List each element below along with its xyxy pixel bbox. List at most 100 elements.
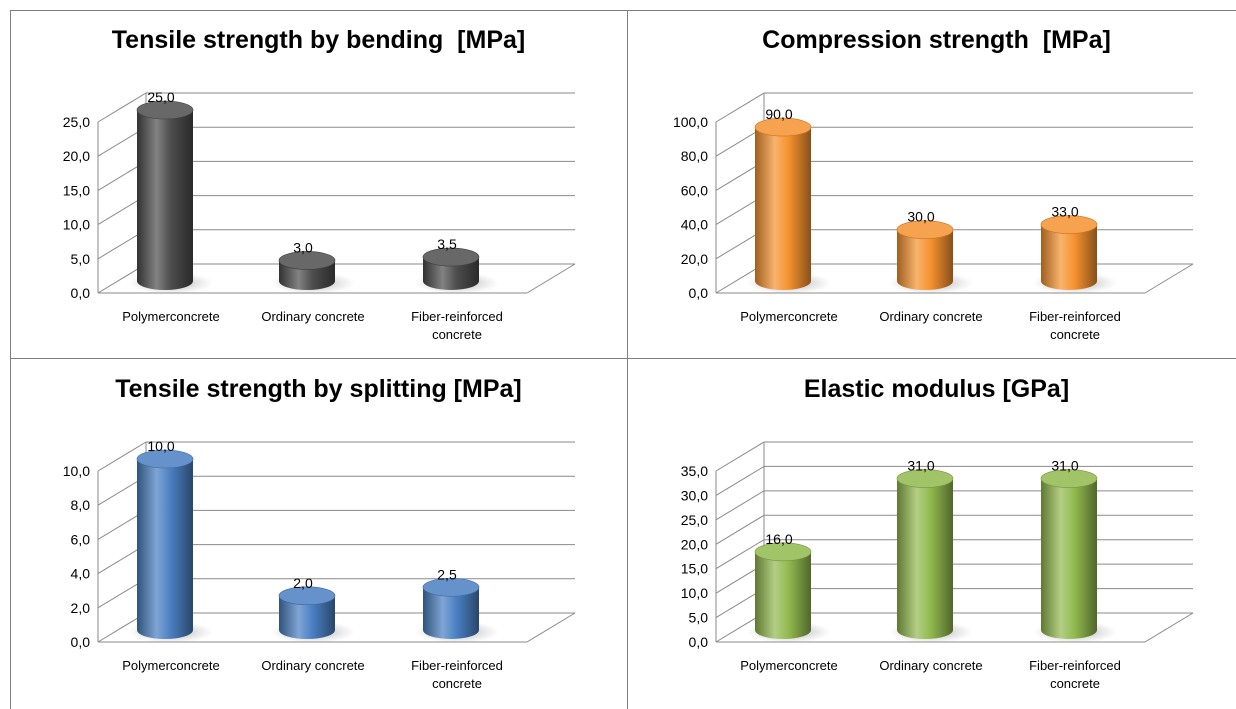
gridline-side: [715, 92, 765, 123]
data-label: 16,0: [765, 531, 792, 547]
data-label: 3,0: [293, 239, 313, 255]
data-label: 2,0: [293, 575, 313, 591]
bar-2: [889, 220, 973, 294]
data-label: 31,0: [907, 458, 934, 474]
bar-top: [278, 586, 336, 606]
chart-panel-compression: Compression strength [MPa] 0,0 20,0 40,0 60…: [628, 10, 1236, 358]
bar-top: [422, 577, 480, 597]
bar-body: [137, 459, 193, 639]
bar-3: [1033, 469, 1117, 643]
gridline-side: [97, 441, 147, 472]
chart-title: Compression strength [MPa]: [762, 26, 1111, 54]
chart-panel-bending: Tensile strength by bending [MPa] 0,0 5,0…: [10, 10, 627, 358]
floor-right-edge: [526, 612, 576, 643]
bar-top: [136, 449, 194, 469]
chart-plot-bending: 0,0 5,0 10,0 15,0 20,0 25,0 25,0 3,0 3,5: [63, 89, 576, 301]
gridline-side: [715, 490, 765, 521]
y-tick-label: 5,0: [689, 610, 709, 626]
y-tick-label: 80,0: [681, 148, 708, 164]
y-tick-label: 2,0: [71, 600, 91, 616]
bar-body: [1041, 224, 1097, 290]
bar-top: [136, 100, 194, 120]
bar-body: [423, 257, 479, 290]
gridline-side: [97, 92, 147, 123]
y-tick-label: 10,0: [63, 217, 90, 233]
bar-3: [415, 247, 499, 294]
bar-top: [422, 247, 480, 267]
bar-top: [1040, 215, 1098, 234]
y-tick-label: 20,0: [63, 148, 90, 164]
data-label: 31,0: [1051, 458, 1078, 474]
bar-top: [896, 469, 954, 488]
x-category-label: Polymerconcrete: [122, 658, 220, 673]
panel-divider-vertical: [627, 10, 628, 709]
gridline-side: [715, 539, 765, 570]
y-tick-label: 5,0: [71, 251, 91, 267]
x-category-label: Ordinary concrete: [261, 658, 365, 673]
bar-1: [747, 117, 831, 294]
data-label: 90,0: [765, 106, 792, 122]
y-tick-label: 25,0: [681, 512, 708, 528]
data-label: 25,0: [147, 89, 174, 105]
chart-plot-compression: 0,0 20,0 40,0 60,0 80,0 100,0 90,0 30,0 33,0: [673, 92, 1194, 301]
y-tick-label: 0,0: [689, 634, 709, 650]
bar-body: [279, 595, 335, 639]
floor-right-edge: [1144, 263, 1194, 294]
panel-divider-horizontal: [10, 358, 1236, 359]
y-tick-label: 0,0: [71, 634, 91, 650]
y-tick-label: 100,0: [673, 114, 708, 130]
chart-title: Tensile strength by bending [MPa]: [111, 26, 526, 54]
x-category-label: Polymerconcrete: [740, 658, 838, 673]
bar-body: [755, 551, 811, 639]
bar-1: [129, 100, 213, 294]
data-label: 3,5: [437, 236, 457, 252]
bar-body: [1041, 478, 1097, 639]
data-label: 10,0: [147, 438, 174, 454]
chart-panel-splitting: Tensile strength by splitting [MPa] 0,0 2…: [10, 359, 627, 707]
chart-plot-splitting: 0,0 2,0 4,0 6,0 8,0 10,0 10,0 2,0 2,5: [63, 438, 576, 650]
y-tick-label: 4,0: [71, 566, 91, 582]
y-tick-label: 60,0: [681, 182, 708, 198]
y-tick-label: 15,0: [681, 561, 708, 577]
x-category-label: Polymerconcrete: [740, 309, 838, 324]
x-category-label: Fiber-reinforced concrete: [411, 309, 503, 342]
bar-1: [129, 449, 213, 643]
bar-2: [271, 251, 355, 294]
bar-body: [897, 229, 953, 290]
chart-frame: [10, 10, 1236, 709]
data-label: 30,0: [907, 209, 934, 225]
data-label: 2,5: [437, 566, 457, 582]
y-tick-label: 20,0: [681, 536, 708, 552]
y-tick-label: 0,0: [71, 285, 91, 301]
data-label: 33,0: [1051, 204, 1078, 220]
bar-body: [137, 110, 193, 290]
y-tick-label: 25,0: [63, 114, 90, 130]
bar-3: [415, 577, 499, 643]
x-category-label: Ordinary concrete: [879, 309, 983, 324]
x-category-label: Fiber-reinforced concrete: [1029, 658, 1121, 691]
y-tick-label: 0,0: [689, 285, 709, 301]
y-tick-label: 40,0: [681, 217, 708, 233]
floor-right-edge: [526, 263, 576, 294]
y-tick-label: 6,0: [71, 531, 91, 547]
bar-body: [423, 587, 479, 639]
chart-panel-elastic: Elastic modulus [GPa] 0,0 5,0 10,0 15,0 20,0…: [628, 359, 1236, 707]
gridline-side: [715, 466, 765, 496]
bar-top: [896, 220, 954, 239]
x-category-label: Polymerconcrete: [122, 309, 220, 324]
y-tick-label: 10,0: [63, 463, 90, 479]
bar-2: [271, 586, 355, 643]
bar-top: [1040, 469, 1098, 488]
chart-plot-elastic: 0,0 5,0 10,0 15,0 20,0 25,0 30,0 35,0 16,0 31,0 31…: [681, 441, 1194, 650]
y-tick-label: 15,0: [63, 182, 90, 198]
y-tick-label: 35,0: [681, 463, 708, 479]
floor-right-edge: [1144, 612, 1194, 643]
y-tick-label: 8,0: [71, 497, 91, 513]
y-tick-label: 20,0: [681, 251, 708, 267]
chart-title: Tensile strength by splitting [MPa]: [115, 375, 522, 403]
bar-top: [754, 117, 812, 137]
x-category-label: Ordinary concrete: [879, 658, 983, 673]
x-category-label: Fiber-reinforced concrete: [411, 658, 503, 691]
bar-2: [889, 469, 973, 643]
bar-top: [278, 251, 336, 270]
